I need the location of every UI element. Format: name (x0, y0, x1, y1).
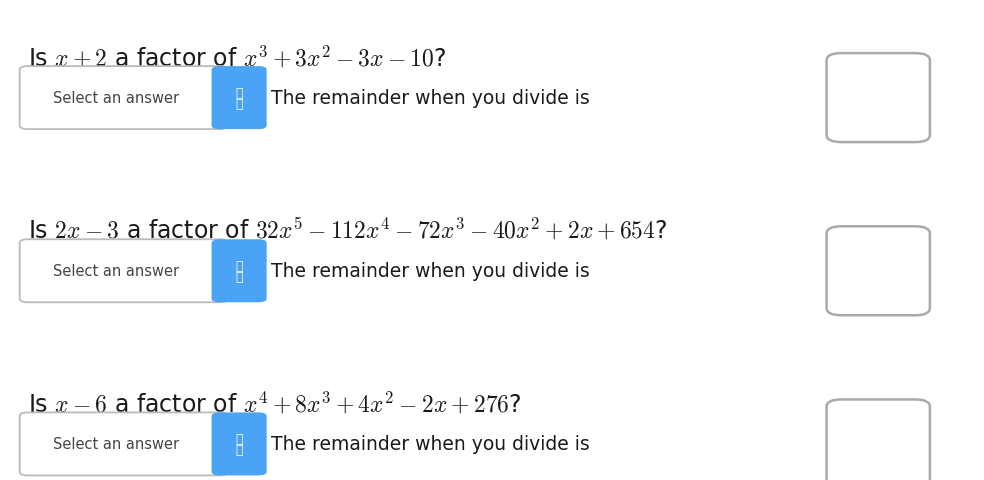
FancyBboxPatch shape (20, 67, 227, 130)
FancyBboxPatch shape (827, 227, 930, 316)
FancyBboxPatch shape (827, 54, 930, 143)
Text: ⯅
⯆: ⯅ ⯆ (235, 86, 243, 110)
Text: Select an answer: Select an answer (52, 264, 179, 279)
FancyBboxPatch shape (20, 412, 227, 475)
FancyBboxPatch shape (827, 399, 930, 480)
Text: Is $x + 2$ a factor of $x^3 + 3x^2 - 3x - 10$?: Is $x + 2$ a factor of $x^3 + 3x^2 - 3x … (28, 45, 446, 71)
Text: The remainder when you divide is: The remainder when you divide is (271, 262, 589, 281)
Text: The remainder when you divide is: The remainder when you divide is (271, 434, 589, 454)
FancyBboxPatch shape (212, 240, 267, 303)
FancyBboxPatch shape (215, 416, 222, 471)
FancyBboxPatch shape (215, 244, 222, 299)
FancyBboxPatch shape (20, 240, 227, 303)
Text: ⯅
⯆: ⯅ ⯆ (235, 432, 243, 456)
FancyBboxPatch shape (215, 71, 222, 126)
Text: Select an answer: Select an answer (52, 436, 179, 452)
Text: Is $x - 6$ a factor of $x^4 + 8x^3 + 4x^2 - 2x + 276$?: Is $x - 6$ a factor of $x^4 + 8x^3 + 4x^… (28, 390, 522, 416)
Text: The remainder when you divide is: The remainder when you divide is (271, 89, 589, 108)
Text: Is $2x - 3$ a factor of $32x^5 - 112x^4 - 72x^3 - 40x^2 + 2x + 654$?: Is $2x - 3$ a factor of $32x^5 - 112x^4 … (28, 217, 667, 243)
Text: ⯅
⯆: ⯅ ⯆ (235, 259, 243, 283)
FancyBboxPatch shape (212, 67, 267, 130)
Text: Select an answer: Select an answer (52, 91, 179, 106)
FancyBboxPatch shape (212, 412, 267, 475)
